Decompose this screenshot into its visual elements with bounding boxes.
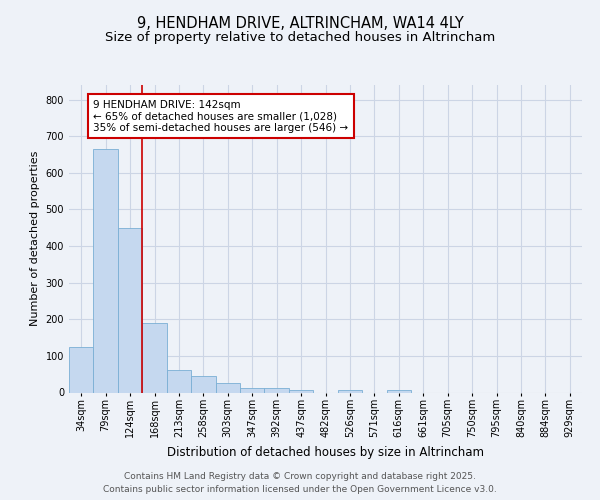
X-axis label: Distribution of detached houses by size in Altrincham: Distribution of detached houses by size … <box>167 446 484 459</box>
Text: Contains public sector information licensed under the Open Government Licence v3: Contains public sector information licen… <box>103 485 497 494</box>
Bar <box>167 370 191 392</box>
Bar <box>265 388 289 392</box>
Y-axis label: Number of detached properties: Number of detached properties <box>30 151 40 326</box>
Text: 9 HENDHAM DRIVE: 142sqm
← 65% of detached houses are smaller (1,028)
35% of semi: 9 HENDHAM DRIVE: 142sqm ← 65% of detache… <box>94 100 349 133</box>
Bar <box>215 382 240 392</box>
Bar <box>289 390 313 392</box>
Text: 9, HENDHAM DRIVE, ALTRINCHAM, WA14 4LY: 9, HENDHAM DRIVE, ALTRINCHAM, WA14 4LY <box>137 16 463 31</box>
Bar <box>69 346 94 393</box>
Bar <box>386 390 411 392</box>
Bar <box>142 323 167 392</box>
Bar <box>118 228 142 392</box>
Text: Contains HM Land Registry data © Crown copyright and database right 2025.: Contains HM Land Registry data © Crown c… <box>124 472 476 481</box>
Text: Size of property relative to detached houses in Altrincham: Size of property relative to detached ho… <box>105 31 495 44</box>
Bar <box>240 388 265 392</box>
Bar <box>191 376 215 392</box>
Bar <box>94 149 118 392</box>
Bar <box>338 390 362 392</box>
